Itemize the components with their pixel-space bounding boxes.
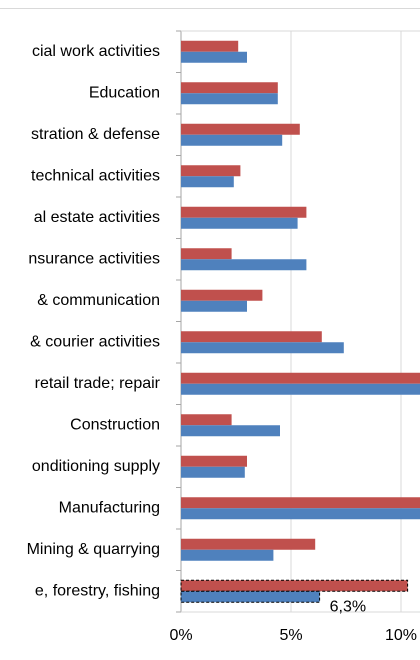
y-tick-label: retail trade; repair: [35, 375, 161, 392]
bar: [181, 82, 278, 94]
y-tick-label: Manufacturing: [59, 499, 160, 516]
y-tick-label: nsurance activities: [28, 250, 160, 267]
y-tick-label: Mining & quarrying: [27, 541, 160, 558]
bar: [181, 466, 245, 478]
bar: [181, 134, 283, 146]
bar: [181, 538, 316, 550]
bar: [181, 342, 344, 354]
y-tick-label: Education: [89, 84, 160, 101]
y-tick-label: onditioning supply: [32, 458, 160, 475]
bar: [181, 508, 420, 520]
x-tick-label: 0%: [169, 627, 192, 644]
value-label: 6,3%: [330, 598, 366, 615]
bar: [181, 414, 232, 426]
bar: [181, 206, 307, 218]
bar: [181, 372, 420, 384]
bar: [181, 40, 239, 52]
bar: [181, 425, 280, 437]
y-tick-label: & communication: [37, 292, 160, 309]
bar: [181, 383, 420, 395]
bar: [180, 590, 321, 603]
bar: [181, 51, 247, 63]
y-tick-label: al estate activities: [34, 209, 160, 226]
bar: [181, 123, 300, 135]
bar: [181, 248, 232, 260]
bar: [181, 165, 241, 177]
bar: [181, 300, 247, 312]
x-tick-label: 10%: [385, 627, 417, 644]
bar: [181, 217, 298, 229]
y-tick-label: & courier activities: [30, 333, 160, 350]
bar: [181, 176, 234, 188]
bar: [181, 549, 274, 561]
y-tick-label: e, forestry, fishing: [35, 582, 160, 599]
bar: [181, 259, 307, 271]
bar: [181, 455, 247, 467]
bar: [181, 93, 278, 105]
bar: [181, 331, 322, 343]
x-tick-label: 5%: [279, 627, 302, 644]
bar: [181, 497, 420, 509]
y-tick-label: stration & defense: [31, 126, 160, 143]
y-tick-label: Construction: [70, 416, 160, 433]
y-tick-label: cial work activities: [32, 43, 160, 60]
bar: [181, 289, 263, 301]
bar: [180, 579, 409, 592]
y-tick-label: technical activities: [31, 167, 160, 184]
